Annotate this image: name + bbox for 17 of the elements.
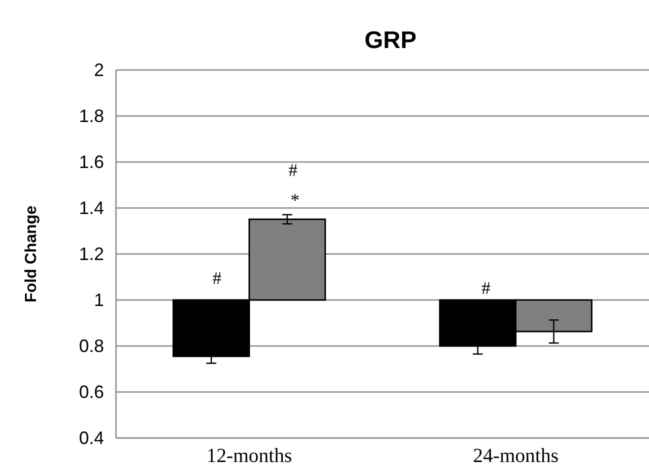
y-tick-label: 0.4 xyxy=(78,428,104,448)
y-tick-label: 1.8 xyxy=(78,106,104,126)
y-tick-label: 2 xyxy=(94,60,104,80)
annotation: # xyxy=(212,268,222,288)
x-tick-label: 12-months xyxy=(206,445,292,467)
y-tick-label: 1.6 xyxy=(78,152,104,172)
y-tick-label: 1 xyxy=(94,290,104,310)
y-tick-label: 1.2 xyxy=(78,244,104,264)
chart-title: GRP xyxy=(364,27,417,54)
y-tick-label: 0.6 xyxy=(78,382,104,402)
y-tick-label: 1.4 xyxy=(78,198,104,218)
annotation: # xyxy=(288,160,298,180)
y-axis-title: Fold Change xyxy=(23,205,40,302)
x-tick-label: 24-months xyxy=(472,445,559,467)
y-tick-label: 0.8 xyxy=(78,336,104,356)
annotation: # xyxy=(482,278,490,298)
annotation: * xyxy=(290,190,300,210)
